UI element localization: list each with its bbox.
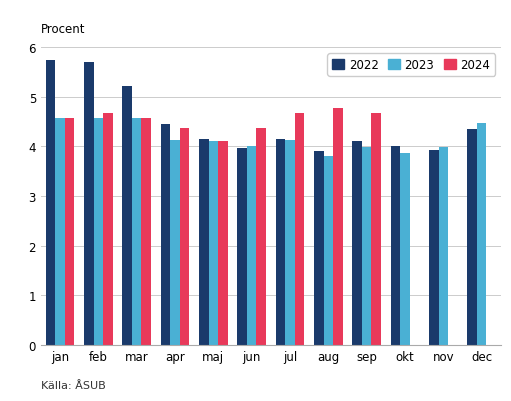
Bar <box>467 130 477 345</box>
Bar <box>275 140 285 345</box>
Bar <box>218 142 228 345</box>
Bar <box>323 157 333 345</box>
Bar <box>438 148 448 345</box>
Legend: 2022, 2023, 2024: 2022, 2023, 2024 <box>328 54 495 77</box>
Bar <box>295 114 305 345</box>
Bar <box>122 87 132 345</box>
Text: Källa: ÅSUB: Källa: ÅSUB <box>41 381 106 391</box>
Bar <box>257 128 266 345</box>
Bar <box>285 141 295 345</box>
Bar <box>400 154 410 345</box>
Bar <box>170 141 180 345</box>
Bar <box>314 152 323 345</box>
Bar <box>352 142 362 345</box>
Bar <box>94 118 103 345</box>
Bar <box>199 140 208 345</box>
Bar <box>55 118 65 345</box>
Bar <box>180 128 190 345</box>
Bar <box>65 118 75 345</box>
Bar <box>362 148 371 345</box>
Bar <box>237 148 247 345</box>
Bar <box>390 147 400 345</box>
Bar <box>371 114 381 345</box>
Bar <box>477 123 486 345</box>
Bar <box>247 147 257 345</box>
Bar <box>45 61 55 345</box>
Bar <box>160 125 170 345</box>
Bar <box>103 114 113 345</box>
Bar <box>132 118 142 345</box>
Bar <box>142 118 151 345</box>
Bar <box>429 151 438 345</box>
Text: Procent: Procent <box>41 23 85 36</box>
Bar <box>208 142 218 345</box>
Bar <box>333 108 343 345</box>
Bar <box>84 63 94 345</box>
